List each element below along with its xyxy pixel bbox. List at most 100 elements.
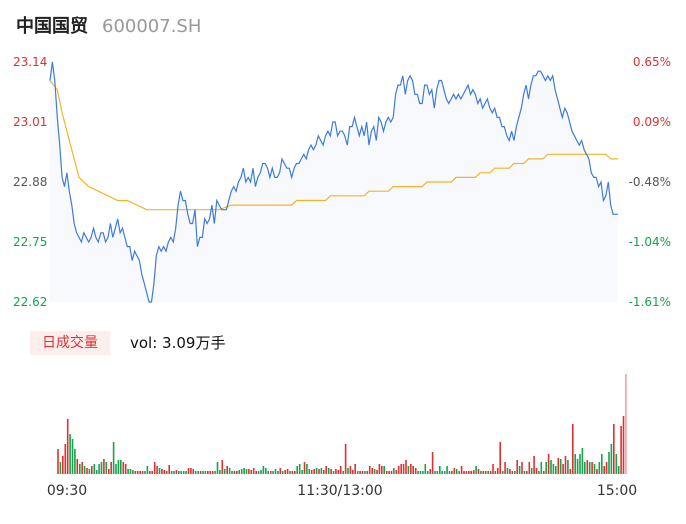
volume-bar — [168, 465, 170, 474]
volume-bar — [410, 464, 412, 474]
volume-bar — [620, 426, 622, 474]
volume-bar — [364, 471, 366, 474]
volume-bar — [330, 469, 332, 474]
volume-bar — [352, 470, 354, 474]
volume-bar — [451, 471, 453, 474]
volume-bar — [238, 470, 240, 474]
volume-bar — [216, 462, 219, 474]
volume-bar — [91, 466, 93, 474]
volume-bar — [574, 454, 576, 474]
volume-bar — [214, 471, 216, 474]
volume-bar — [306, 464, 308, 474]
volume-bar — [192, 469, 195, 474]
volume-bar — [434, 471, 436, 474]
volume-bar — [397, 466, 400, 474]
volume-bar — [381, 466, 383, 474]
y-left-tick-2: 22.88 — [13, 175, 47, 189]
volume-bar — [572, 424, 574, 474]
volume-bar — [228, 468, 231, 474]
volume-bar — [550, 460, 552, 474]
volume-bar — [294, 471, 296, 474]
volume-bar — [354, 464, 356, 474]
volume-bar — [151, 471, 153, 474]
volume-bar — [211, 471, 214, 474]
volume-bar — [584, 462, 586, 474]
volume-bar — [579, 454, 581, 474]
y-right-tick-1: 0.09% — [633, 115, 671, 129]
volume-bar — [103, 459, 105, 474]
volume-bar — [108, 469, 110, 474]
volume-bar — [252, 468, 255, 474]
volume-bar — [458, 471, 460, 474]
volume-tag[interactable]: 日成交量 — [30, 331, 110, 355]
volume-bar — [71, 439, 74, 474]
volume-bar — [323, 470, 325, 474]
volume-bar — [422, 471, 424, 474]
volume-bar — [190, 468, 192, 474]
volume-bar — [277, 471, 279, 474]
volume-bar — [376, 470, 378, 474]
volume-bar — [615, 454, 618, 474]
volume-bar — [182, 471, 185, 474]
volume-bar — [231, 471, 233, 474]
volume-bar — [540, 462, 543, 474]
stock-header: 中国国贸 600007.SH — [16, 12, 201, 40]
volume-bar — [460, 466, 463, 474]
volume-bar — [240, 469, 243, 474]
volume-bar — [424, 464, 427, 474]
volume-bar — [284, 470, 286, 474]
price-area — [50, 62, 618, 302]
volume-bar — [221, 460, 224, 474]
volume-bar — [178, 471, 180, 474]
volume-bar — [257, 471, 260, 474]
volume-bar — [545, 462, 547, 474]
volume-bar — [608, 452, 610, 474]
volume-bar — [414, 468, 417, 474]
volume-bar — [272, 471, 274, 474]
y-left-tick-4: 22.62 — [13, 295, 47, 309]
volume-bar — [74, 449, 76, 474]
volume-bar — [533, 456, 535, 474]
volume-bar — [66, 419, 69, 474]
volume-bar — [88, 469, 91, 474]
volume-bar — [337, 470, 340, 474]
volume-bar — [83, 466, 86, 474]
y-right-tick-3: -1.04% — [629, 235, 671, 249]
volume-bar — [443, 471, 446, 474]
stock-name: 中国国贸 — [16, 16, 88, 37]
volume-bar — [368, 466, 371, 474]
volume-bar — [204, 471, 207, 474]
volume-bar — [516, 460, 518, 474]
volume-bar — [332, 471, 335, 474]
volume-bar — [484, 471, 487, 474]
volume-bar — [342, 471, 344, 474]
volume-bar — [289, 471, 291, 474]
volume-bar — [622, 416, 625, 474]
volume-bar — [407, 466, 410, 474]
volume-bar — [359, 471, 361, 474]
volume-bar — [318, 469, 320, 474]
volume-bar — [564, 456, 567, 474]
volume-bar — [110, 462, 112, 474]
volume-bar — [497, 468, 499, 474]
volume-bar — [98, 464, 100, 474]
volume-bar — [286, 469, 289, 474]
volume-bar — [144, 471, 146, 474]
volume-bar — [245, 469, 248, 474]
x-axis: 09:30 11:30/13:00 15:00 — [47, 483, 637, 499]
volume-bar — [593, 464, 596, 474]
volume-bar — [605, 462, 608, 474]
volume-bar — [279, 468, 282, 474]
volume-bar — [509, 469, 511, 474]
volume-bar — [112, 442, 115, 474]
volume-bar — [344, 444, 347, 474]
volume-bar — [194, 471, 197, 474]
volume-bar — [339, 466, 342, 474]
volume-bar — [494, 471, 497, 474]
volume-bar — [269, 471, 272, 474]
volume-bar — [163, 470, 166, 474]
volume-bar — [202, 471, 204, 474]
volume-bar — [598, 462, 601, 474]
volume-bar — [378, 464, 381, 474]
volume-bar — [255, 471, 257, 474]
